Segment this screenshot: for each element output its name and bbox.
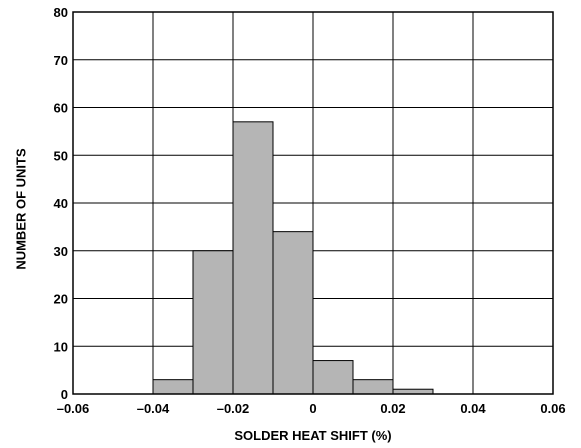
y-tick-label: 20 — [54, 292, 68, 307]
grid-lines — [72, 11, 554, 395]
histogram-bar — [152, 379, 194, 395]
histogram-bar — [272, 231, 314, 395]
x-tick-label: –0.02 — [217, 401, 250, 416]
y-axis-title: NUMBER OF UNITS — [13, 148, 28, 270]
y-tick-label: 30 — [54, 244, 68, 259]
histogram-bar — [312, 360, 354, 395]
y-tick-label: 70 — [54, 53, 68, 68]
x-tick-label: 0.04 — [460, 401, 486, 416]
y-axis-tick-labels: 0 10 20 30 40 50 60 70 80 — [54, 5, 68, 402]
y-tick-label: 50 — [54, 148, 68, 163]
y-tick-label: 40 — [54, 196, 68, 211]
plot-frame — [72, 11, 554, 395]
histogram-bar — [192, 250, 234, 395]
y-tick-label: 60 — [54, 101, 68, 116]
y-tick-label: 80 — [54, 5, 68, 20]
x-tick-label: –0.06 — [57, 401, 90, 416]
y-tick-label: 0 — [61, 387, 68, 402]
x-tick-label: 0 — [309, 401, 316, 416]
x-tick-label: –0.04 — [137, 401, 170, 416]
histogram-bars — [152, 121, 434, 395]
x-axis-title: SOLDER HEAT SHIFT (%) — [234, 428, 391, 443]
y-tick-label: 10 — [54, 339, 68, 354]
x-tick-label: 0.06 — [540, 401, 565, 416]
histogram-bar — [232, 121, 274, 395]
x-tick-label: 0.02 — [380, 401, 405, 416]
histogram-bar — [352, 379, 394, 395]
x-axis-tick-labels: –0.06 –0.04 –0.02 0 0.02 0.04 0.06 — [57, 401, 566, 416]
